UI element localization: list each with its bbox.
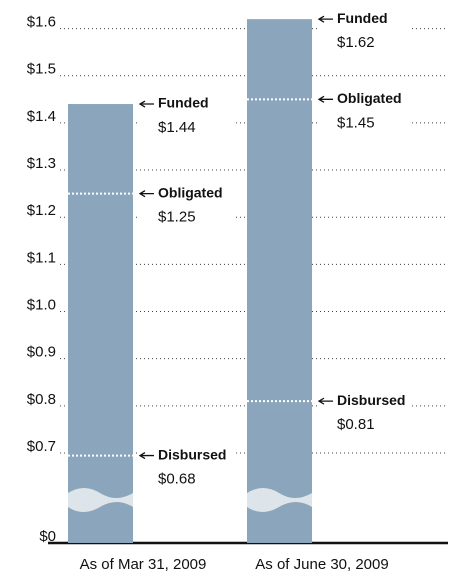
arrow [138, 100, 154, 108]
annotation-name: Funded [158, 95, 209, 111]
value-label: $1.45 [337, 114, 375, 131]
value-label: $0.81 [337, 416, 375, 433]
annotation-name: Disbursed [337, 392, 405, 408]
arrow [138, 452, 154, 460]
y-tick-label: $1.6 [27, 14, 56, 31]
axis-break [247, 488, 312, 512]
value-label: $1.44 [158, 119, 196, 136]
label-bg [138, 95, 233, 140]
x-tick-label: As of Mar 31, 2009 [80, 556, 207, 573]
value-label: $1.25 [158, 209, 196, 226]
label-bg [138, 184, 233, 229]
label-bg [138, 446, 233, 491]
bar [247, 19, 312, 544]
arrow [317, 397, 333, 405]
y-tick-label: $0.8 [27, 391, 56, 408]
y-tick-label: $0.9 [27, 344, 56, 361]
bar [68, 104, 133, 543]
label-bg [317, 90, 412, 135]
value-label: $0.68 [158, 471, 196, 488]
y-tick-label: $1.5 [27, 61, 56, 78]
annotation-name: Obligated [337, 90, 402, 106]
annotation-name: Obligated [158, 184, 223, 200]
arrow [138, 190, 154, 198]
y-tick-label: $1.2 [27, 202, 56, 219]
annotation-name: Disbursed [158, 446, 226, 462]
y-tick-label: $1.4 [27, 108, 56, 125]
y-tick-label: $0 [39, 528, 56, 545]
x-tick-label: As of June 30, 2009 [255, 556, 388, 573]
value-label: $1.62 [337, 34, 375, 51]
y-tick-label: $1.3 [27, 155, 56, 172]
label-bg [317, 10, 412, 55]
label-bg [317, 392, 412, 437]
y-tick-label: $1.1 [27, 249, 56, 266]
annotation-name: Funded [337, 10, 388, 26]
y-tick-label: $1.0 [27, 296, 56, 313]
axis-break [68, 488, 133, 512]
y-tick-label: $0.7 [27, 438, 56, 455]
arrow [317, 15, 333, 23]
arrow [317, 95, 333, 103]
